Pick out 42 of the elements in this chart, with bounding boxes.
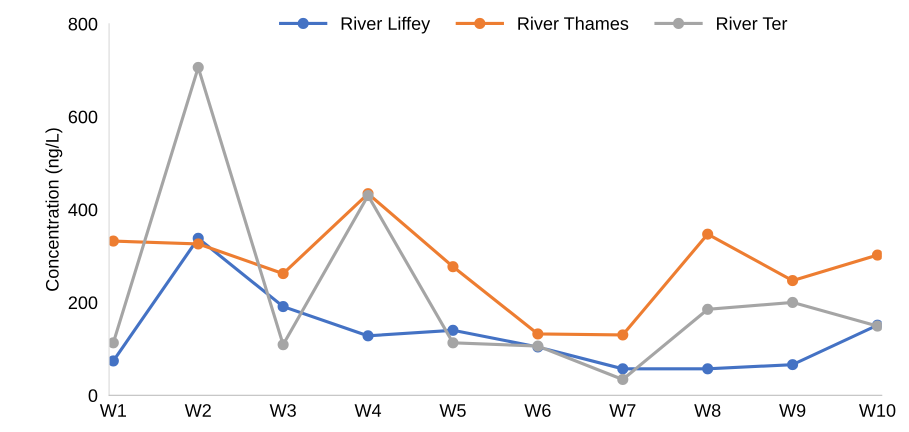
point — [617, 363, 628, 374]
y-tick-label: 0 — [88, 389, 98, 402]
point — [192, 62, 204, 73]
x-tick-label: W4 — [354, 404, 382, 417]
y-tick-label: 200 — [68, 296, 98, 310]
point — [362, 330, 374, 342]
point — [447, 324, 459, 336]
point — [872, 249, 882, 261]
point — [617, 329, 628, 340]
x-tick-label: W9 — [779, 404, 806, 417]
point — [702, 363, 714, 374]
point — [787, 275, 798, 286]
y-tick-label: 400 — [68, 203, 98, 216]
point — [447, 337, 459, 348]
legend-label: River Thames — [518, 16, 628, 30]
point — [702, 304, 714, 315]
legend-label: River Ter — [717, 16, 788, 30]
point — [532, 328, 544, 340]
point — [278, 339, 289, 350]
point — [617, 374, 628, 386]
legend-label: River Liffey — [342, 16, 430, 34]
x-tick-label: W5 — [439, 404, 466, 417]
point — [702, 228, 714, 240]
x-tick-label: W1 — [100, 404, 126, 417]
point — [109, 337, 119, 348]
y-tick-label: 800 — [68, 18, 98, 30]
point — [192, 238, 204, 250]
y-tick-label: 600 — [68, 110, 98, 124]
point — [787, 359, 798, 370]
point — [278, 268, 289, 280]
x-tick-label: W7 — [609, 404, 636, 417]
point — [109, 355, 119, 366]
point — [109, 236, 119, 247]
x-tick-label: W3 — [270, 404, 296, 417]
point — [447, 261, 459, 272]
point — [278, 301, 289, 312]
x-tick-label: W10 — [859, 404, 896, 417]
x-tick-label: W8 — [694, 404, 720, 417]
x-tick-label: W6 — [524, 404, 551, 417]
point — [787, 296, 798, 308]
x-tick-label: W2 — [184, 404, 211, 417]
y-axis-title: Concentration (ng/L) — [45, 128, 62, 291]
